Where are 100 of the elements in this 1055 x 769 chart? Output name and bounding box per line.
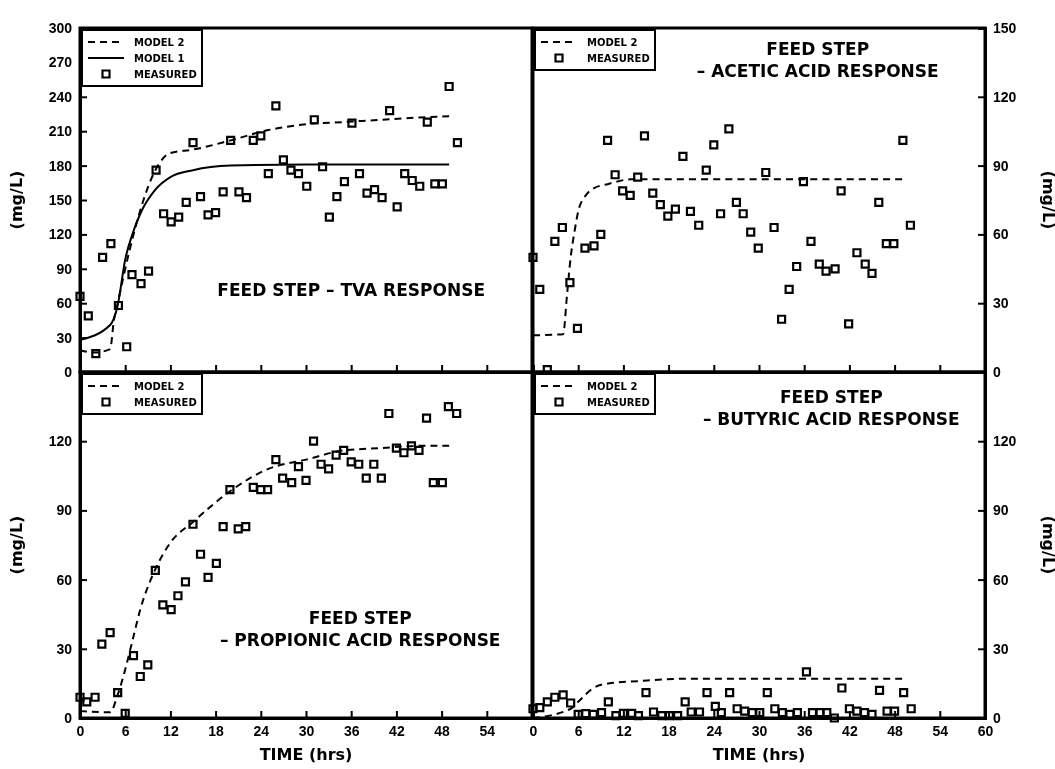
y-tick-label: 60 [56, 571, 73, 588]
x-tick-label: 36 [796, 722, 813, 739]
point [801, 667, 812, 677]
y-axis-title: (mg/L) [7, 170, 26, 230]
point [354, 169, 365, 179]
x-tick-label: 24 [253, 722, 270, 739]
point [701, 165, 711, 175]
point [120, 708, 130, 718]
point [639, 131, 650, 141]
point [151, 165, 161, 175]
point [715, 209, 726, 219]
x-tick-label: 48 [887, 722, 904, 739]
point [528, 252, 538, 262]
point [75, 291, 85, 301]
point [852, 248, 862, 258]
legend-label: MODEL 2 [587, 380, 638, 392]
text: – BUTYRIC ACID RESPONSE [702, 408, 960, 429]
point [437, 478, 447, 488]
point [769, 222, 779, 233]
point [437, 179, 447, 189]
point [143, 660, 153, 670]
text: FEED STEP [308, 608, 412, 629]
point [421, 413, 432, 423]
point [694, 220, 704, 230]
y-tick-label: 0 [993, 709, 1001, 726]
x-tick-label: 42 [389, 722, 405, 739]
point [188, 519, 198, 529]
point [347, 118, 357, 128]
point [422, 117, 432, 127]
point [309, 115, 319, 125]
point [596, 708, 607, 718]
point [829, 713, 839, 723]
point [898, 135, 908, 145]
legend-label: MEASURED [134, 396, 197, 408]
y-tick-label: 60 [993, 571, 1009, 588]
point [414, 445, 424, 456]
point [271, 101, 281, 111]
point [415, 181, 425, 191]
legend-label: MEASURED [587, 52, 650, 64]
point [680, 697, 690, 707]
y-tick-label: 150 [993, 19, 1017, 36]
legend-label: MEASURED [134, 68, 197, 80]
point [777, 314, 787, 324]
y-tick-label: 210 [48, 123, 73, 140]
point [127, 269, 137, 280]
y-tick-label: 0 [64, 709, 73, 726]
point [572, 323, 583, 334]
point [731, 197, 741, 207]
point [181, 197, 191, 207]
point [452, 408, 462, 419]
point [376, 473, 386, 483]
point [203, 572, 213, 582]
point [633, 711, 644, 721]
point [174, 212, 184, 222]
point [648, 188, 658, 198]
point [867, 268, 877, 278]
y-tick-label: 240 [48, 88, 73, 105]
text: FEED STEP – TVA RESPONSE [217, 280, 486, 301]
point [339, 445, 349, 456]
point [263, 169, 273, 179]
point [143, 266, 154, 276]
point [550, 692, 560, 702]
point [278, 155, 288, 165]
point [226, 135, 236, 145]
point [837, 683, 847, 693]
text: FEED STEP [779, 386, 883, 407]
point [293, 461, 304, 472]
point [792, 708, 803, 718]
point [136, 279, 146, 289]
point [716, 708, 726, 718]
point [874, 197, 884, 207]
point [377, 193, 387, 203]
y-tick-label: 30 [993, 295, 1009, 312]
y-tick-label: 0 [993, 363, 1001, 380]
point [361, 473, 371, 483]
x-tick-label: 36 [343, 722, 360, 739]
point [589, 241, 599, 251]
y-tick-label: 270 [48, 54, 73, 71]
point [603, 697, 613, 707]
y-tick-label: 120 [48, 433, 73, 450]
point [596, 229, 606, 239]
point [685, 206, 696, 217]
point [91, 349, 101, 359]
point [293, 169, 304, 179]
y-tick-label: 120 [993, 88, 1017, 105]
point [565, 277, 575, 288]
point [836, 186, 846, 196]
point [784, 284, 794, 295]
point [135, 671, 145, 682]
point [83, 311, 93, 321]
text: – PROPIONIC ACID RESPONSE [219, 630, 501, 651]
point [694, 707, 705, 717]
point [218, 187, 228, 197]
x-tick-label: 54 [932, 722, 949, 739]
point [218, 521, 228, 532]
x-tick-label: 12 [616, 722, 632, 739]
y-tick-label: 60 [993, 226, 1009, 243]
point [670, 204, 680, 214]
x-tick-label: 54 [479, 722, 496, 739]
point [602, 135, 613, 145]
